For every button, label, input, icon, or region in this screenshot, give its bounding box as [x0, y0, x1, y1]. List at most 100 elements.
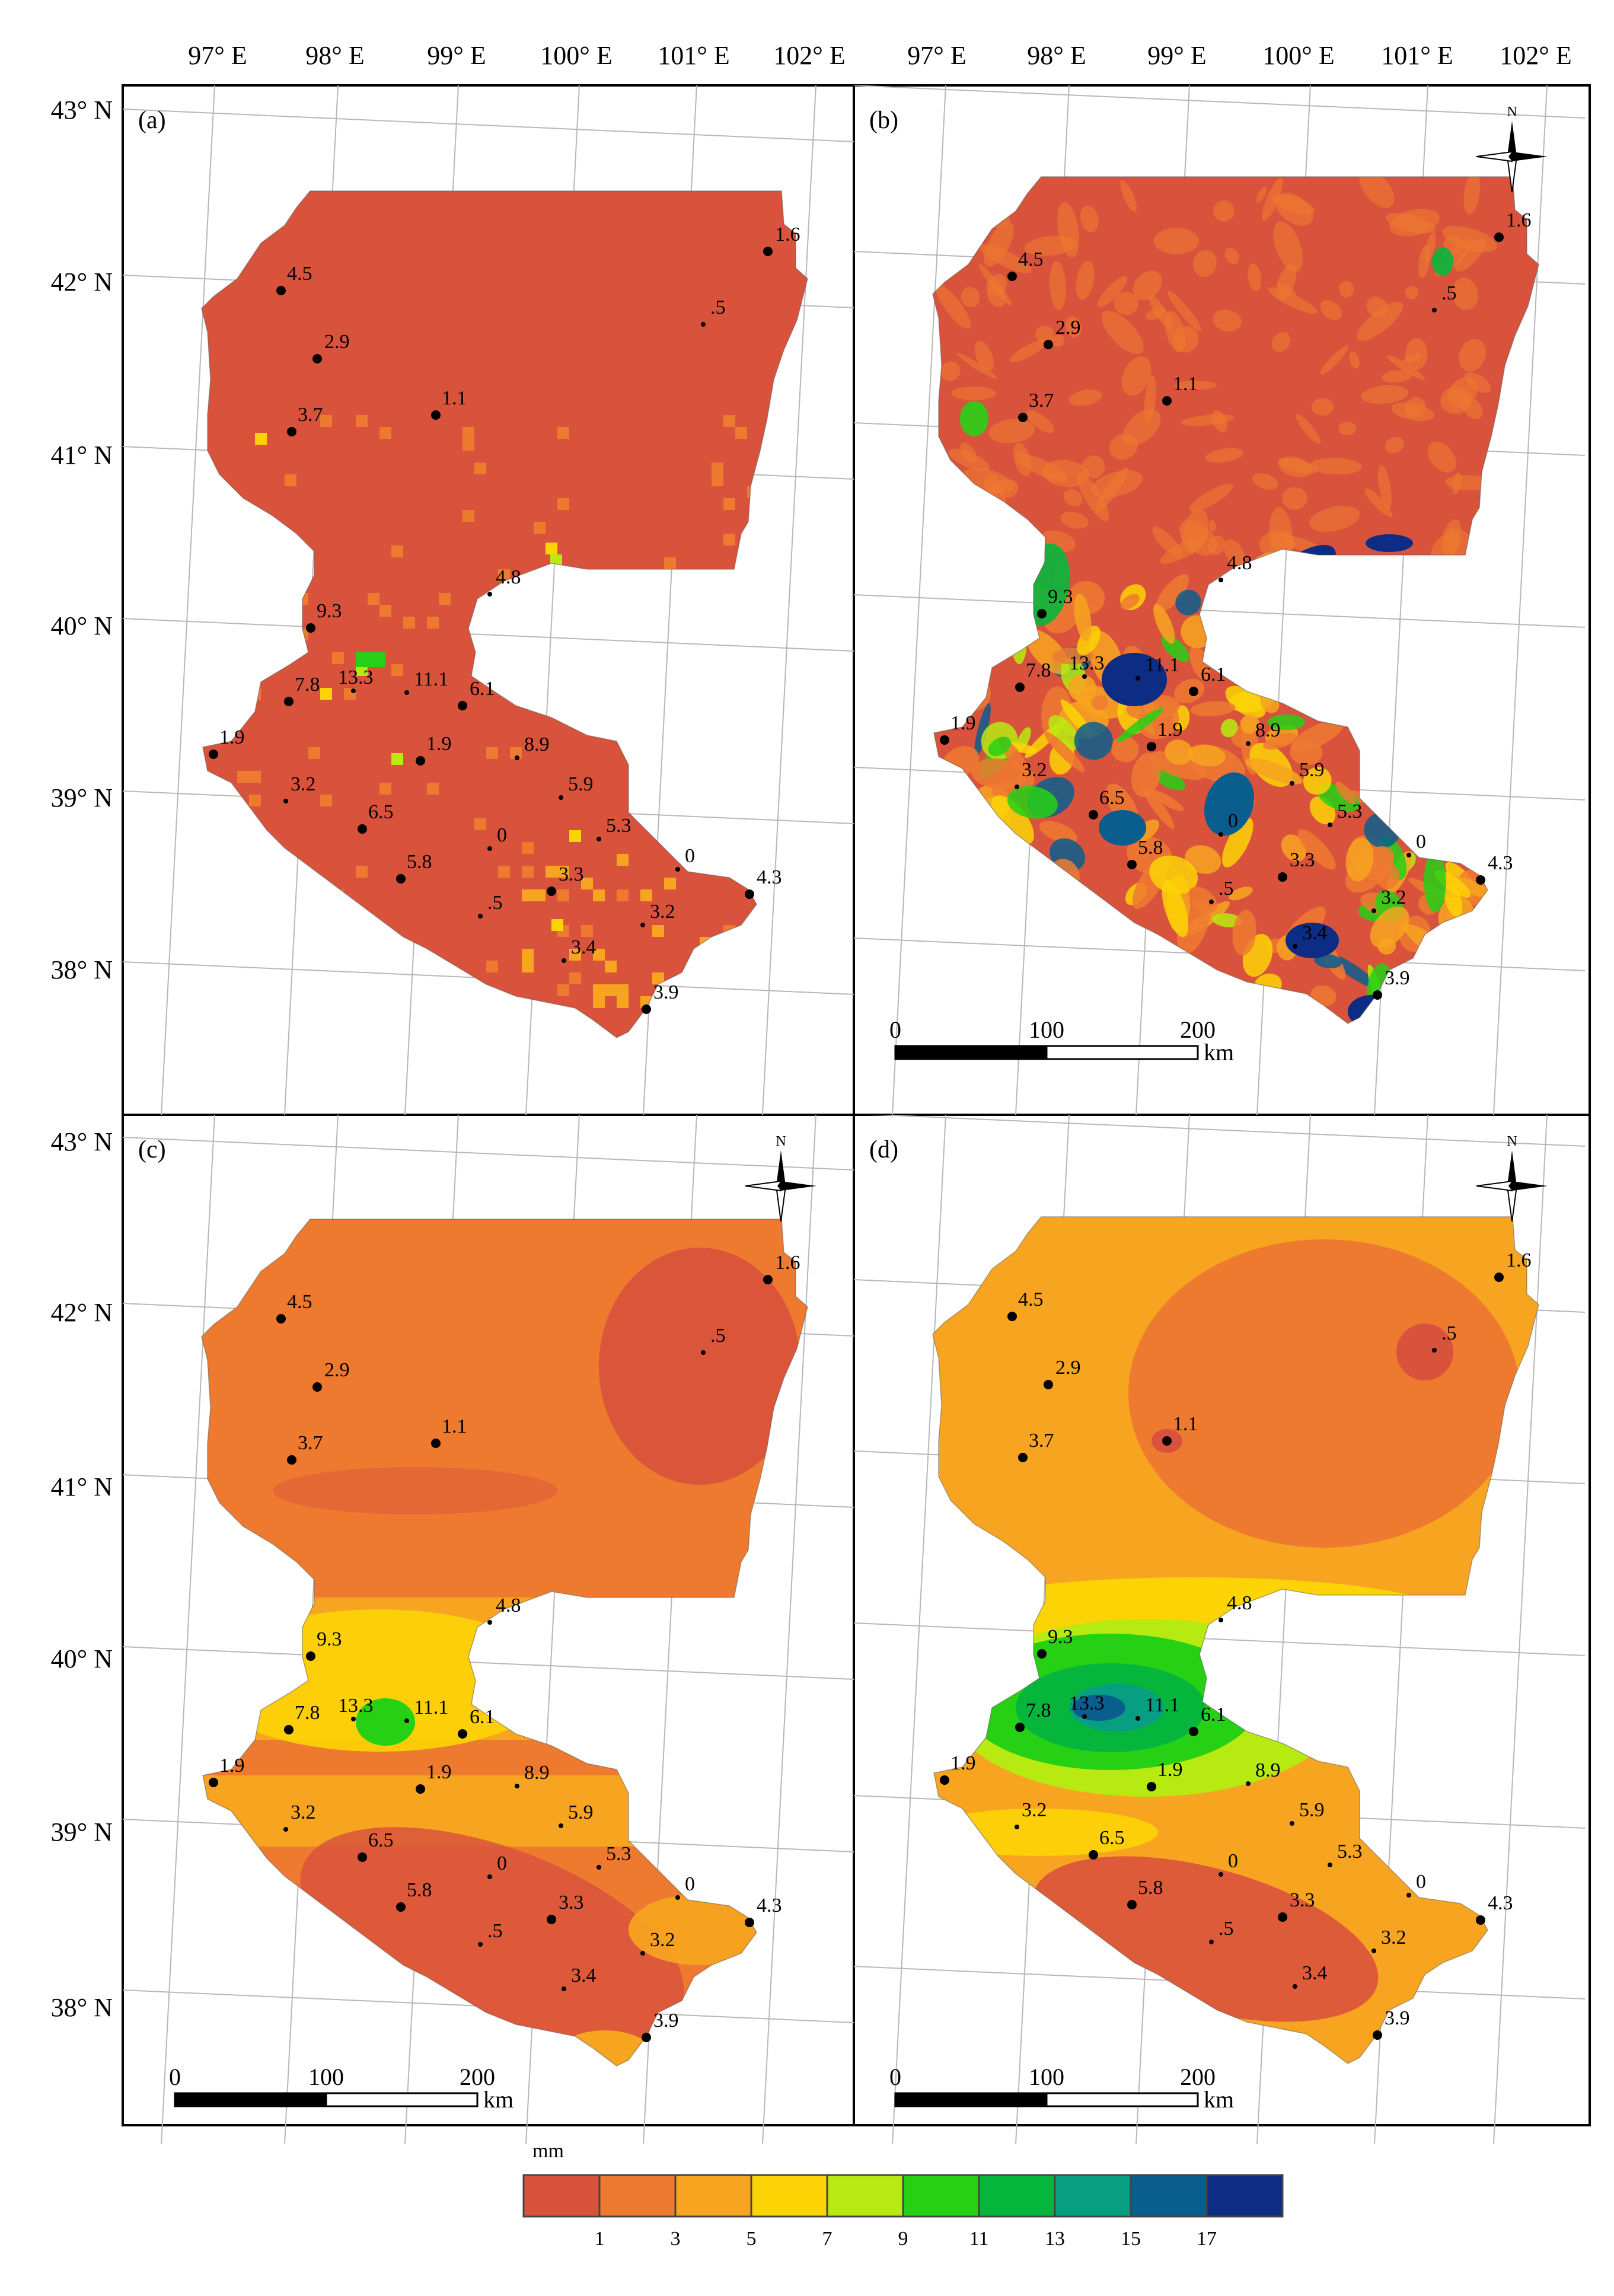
lon-label-right: 101° E	[1381, 41, 1453, 70]
legend-swatch	[978, 2174, 1056, 2218]
color-patch	[940, 361, 961, 381]
station-marker	[312, 1382, 322, 1392]
color-patch	[1325, 633, 1357, 658]
color-patch	[1293, 586, 1320, 624]
station-label: 6.5	[1099, 1827, 1125, 1849]
station-label: 1.1	[442, 1415, 467, 1437]
station-label: 5.8	[407, 851, 432, 873]
station-marker	[1147, 742, 1156, 751]
pixel-cell	[652, 925, 664, 937]
color-patch	[1153, 768, 1185, 791]
parallel-line	[867, 1115, 1585, 1147]
color-patch	[1378, 465, 1392, 509]
color-patch	[1350, 351, 1360, 369]
station-marker	[1007, 1312, 1017, 1321]
station-marker	[458, 1729, 467, 1739]
color-patch	[1102, 653, 1167, 706]
color-patch	[1348, 686, 1380, 719]
station-label: 1.9	[219, 1755, 245, 1777]
color-patch	[1185, 845, 1221, 874]
color-patch	[988, 621, 1030, 643]
station-marker	[1089, 810, 1098, 819]
lon-label-right: 99° E	[1147, 41, 1206, 70]
lat-label-top: 41° N	[51, 441, 113, 470]
color-patch	[1101, 310, 1144, 355]
color-patch	[971, 758, 1026, 789]
color-patch	[1315, 683, 1344, 714]
station-label: 11.1	[414, 668, 448, 690]
station-label: 3.7	[1029, 390, 1054, 412]
color-patch	[1232, 910, 1256, 956]
lat-label-top: 39° N	[51, 783, 113, 812]
station-marker	[358, 824, 367, 834]
pixel-cell	[391, 664, 403, 676]
station-marker	[1018, 1453, 1028, 1462]
color-patch	[988, 419, 1035, 444]
pixel-cell	[368, 593, 379, 605]
pixel-cell	[735, 427, 747, 439]
pixel-cell	[296, 949, 308, 961]
station-marker	[1494, 232, 1504, 242]
station-label: 3.3	[559, 863, 584, 885]
lon-label-left: 101° E	[658, 41, 729, 70]
station-label: 13.3	[338, 667, 374, 688]
station-label: 3.3	[1290, 1889, 1315, 1911]
scale-unit: km	[1204, 2086, 1234, 2113]
station-marker	[640, 1951, 645, 1956]
color-patch	[1351, 691, 1379, 738]
parallel-line	[854, 1622, 1585, 1656]
pixel-cell	[605, 984, 617, 996]
pixel-cell	[285, 474, 296, 486]
legend-tick-label: 11	[969, 2228, 989, 2250]
station-marker	[276, 1314, 286, 1324]
color-patch	[1133, 270, 1162, 301]
station-label: 6.1	[470, 1706, 495, 1728]
station-label: .5	[487, 1920, 503, 1942]
color-patch	[1205, 448, 1243, 463]
station-marker	[283, 799, 288, 803]
color-patch	[1398, 736, 1448, 786]
color-patch	[969, 560, 997, 616]
color-patch	[1459, 339, 1486, 372]
station-marker	[351, 1717, 356, 1721]
pixel-cell	[617, 984, 629, 996]
pixel-cell	[605, 617, 617, 629]
color-patch	[1477, 648, 1492, 665]
pixel-cell	[534, 664, 546, 676]
lat-label-bottom: 43° N	[51, 1127, 113, 1156]
pixel-cell	[593, 889, 605, 901]
color-patch	[1427, 442, 1457, 473]
station-marker	[1089, 1850, 1098, 1860]
parallel-line	[854, 594, 1585, 628]
color-patch	[1235, 623, 1277, 661]
station-label: 4.8	[1227, 552, 1252, 574]
color-patch	[1286, 923, 1339, 958]
color-patch	[1407, 808, 1451, 832]
pixel-cell	[723, 534, 735, 546]
pixel-cell	[225, 996, 237, 1008]
color-patch	[1220, 719, 1238, 738]
scale-tick-label: 0	[169, 2064, 181, 2090]
base-fill	[202, 191, 808, 1038]
color-patch	[1338, 661, 1387, 692]
station-label: .5	[487, 892, 503, 914]
parallel-line	[123, 1646, 854, 1680]
station-marker	[1219, 578, 1223, 582]
scale-tick-label: 100	[308, 2064, 344, 2090]
pixel-cell	[474, 664, 486, 676]
lat-label-bottom: 41° N	[51, 1472, 113, 1501]
station-marker	[1219, 1618, 1223, 1622]
latitude-labels: 43° N 43° N 42° N 42° N 41° N 41° N 40° N 40° N…	[51, 95, 113, 2022]
color-patch	[1422, 611, 1478, 635]
station-marker	[1209, 1940, 1214, 1944]
station-label: 5.8	[1138, 1877, 1163, 1899]
legend-swatch	[522, 2174, 601, 2218]
station-marker	[1189, 687, 1198, 696]
color-patch	[936, 284, 971, 329]
station-marker	[1044, 1380, 1053, 1389]
station-label: 13.3	[1069, 1692, 1105, 1714]
color-patch	[999, 627, 1012, 655]
pixel-cell	[557, 1008, 569, 1020]
color-patch	[1228, 886, 1253, 901]
station-marker	[1290, 781, 1294, 786]
